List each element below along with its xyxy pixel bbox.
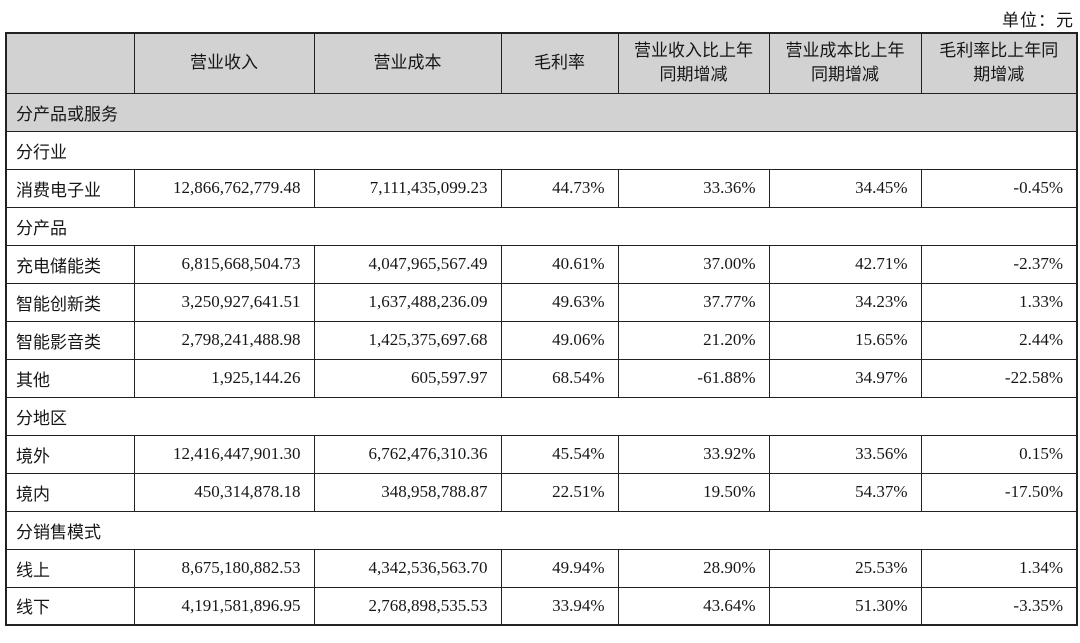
value-cell: 33.94% bbox=[500, 586, 619, 626]
unit-label: 单位：元 bbox=[1002, 11, 1074, 30]
value-cell: 49.63% bbox=[500, 282, 619, 322]
row-label: 消费电子业 bbox=[5, 168, 135, 208]
value-cell: 33.92% bbox=[617, 434, 770, 474]
group-header-row: 分产品或服务 bbox=[5, 92, 1078, 132]
header-cell-gross-margin: 毛利率 bbox=[500, 32, 619, 94]
row-label: 境外 bbox=[5, 434, 135, 474]
value-cell: 68.54% bbox=[500, 358, 619, 398]
value-cell: 2.44% bbox=[920, 320, 1078, 360]
value-cell: 450,314,878.18 bbox=[133, 472, 315, 512]
table-row: 充电储能类 6,815,668,504.73 4,047,965,567.49 40.… bbox=[5, 244, 1078, 284]
row-label: 境内 bbox=[5, 472, 135, 512]
value-cell: 34.45% bbox=[768, 168, 922, 208]
value-cell: 33.56% bbox=[768, 434, 922, 474]
value-cell: -22.58% bbox=[920, 358, 1078, 398]
table-header: 营业收入 营业成本 毛利率 营业收入比上年同期增减 营业成本比上年同期增减 毛利… bbox=[5, 32, 1078, 94]
value-cell: 1.34% bbox=[920, 548, 1078, 588]
value-cell: 54.37% bbox=[768, 472, 922, 512]
section-title: 分地区 bbox=[5, 396, 1078, 436]
row-label: 智能影音类 bbox=[5, 320, 135, 360]
value-cell: 1,925,144.26 bbox=[133, 358, 315, 398]
value-cell: -17.50% bbox=[920, 472, 1078, 512]
header-cell-revenue-yoy: 营业收入比上年同期增减 bbox=[617, 32, 770, 94]
value-cell: 21.20% bbox=[617, 320, 770, 360]
value-cell: 37.77% bbox=[617, 282, 770, 322]
value-cell: 1,425,375,697.68 bbox=[313, 320, 502, 360]
value-cell: 49.06% bbox=[500, 320, 619, 360]
row-label: 智能创新类 bbox=[5, 282, 135, 322]
value-cell: 40.61% bbox=[500, 244, 619, 284]
value-cell: 8,675,180,882.53 bbox=[133, 548, 315, 588]
value-cell: 49.94% bbox=[500, 548, 619, 588]
value-cell: 37.00% bbox=[617, 244, 770, 284]
value-cell: 34.97% bbox=[768, 358, 922, 398]
row-label: 充电储能类 bbox=[5, 244, 135, 284]
header-cell-cost-yoy: 营业成本比上年同期增减 bbox=[768, 32, 922, 94]
section-header-row: 分行业 bbox=[5, 130, 1078, 170]
table-row: 境内 450,314,878.18 348,958,788.87 22.51% 19.5… bbox=[5, 472, 1078, 512]
header-cell-blank bbox=[5, 32, 135, 94]
value-cell: 6,762,476,310.36 bbox=[313, 434, 502, 474]
table-row: 消费电子业 12,866,762,779.48 7,111,435,099.23 44… bbox=[5, 168, 1078, 208]
value-cell: 28.90% bbox=[617, 548, 770, 588]
value-cell: 4,342,536,563.70 bbox=[313, 548, 502, 588]
header-cell-revenue: 营业收入 bbox=[133, 32, 315, 94]
value-cell: 4,191,581,896.95 bbox=[133, 586, 315, 626]
value-cell: 348,958,788.87 bbox=[313, 472, 502, 512]
group-header-label: 分产品或服务 bbox=[5, 92, 1078, 132]
section-header-row: 分产品 bbox=[5, 206, 1078, 246]
value-cell: -3.35% bbox=[920, 586, 1078, 626]
header-cell-cost: 营业成本 bbox=[313, 32, 502, 94]
value-cell: -0.45% bbox=[920, 168, 1078, 208]
value-cell: 12,416,447,901.30 bbox=[133, 434, 315, 474]
value-cell: 12,866,762,779.48 bbox=[133, 168, 315, 208]
section-title: 分销售模式 bbox=[5, 510, 1078, 550]
table-row: 线上 8,675,180,882.53 4,342,536,563.70 49.94%… bbox=[5, 548, 1078, 588]
value-cell: 19.50% bbox=[617, 472, 770, 512]
value-cell: 1.33% bbox=[920, 282, 1078, 322]
value-cell: 7,111,435,099.23 bbox=[313, 168, 502, 208]
header-cell-gross-margin-yoy: 毛利率比上年同期增减 bbox=[920, 32, 1078, 94]
value-cell: 44.73% bbox=[500, 168, 619, 208]
value-cell: 25.53% bbox=[768, 548, 922, 588]
value-cell: 3,250,927,641.51 bbox=[133, 282, 315, 322]
value-cell: -61.88% bbox=[617, 358, 770, 398]
value-cell: 42.71% bbox=[768, 244, 922, 284]
header-row: 营业收入 营业成本 毛利率 营业收入比上年同期增减 营业成本比上年同期增减 毛利… bbox=[5, 32, 1078, 94]
financial-breakdown-table: 营业收入 营业成本 毛利率 营业收入比上年同期增减 营业成本比上年同期增减 毛利… bbox=[5, 32, 1078, 626]
section-header-row: 分销售模式 bbox=[5, 510, 1078, 550]
row-label: 其他 bbox=[5, 358, 135, 398]
table-row: 线下 4,191,581,896.95 2,768,898,535.53 33.94%… bbox=[5, 586, 1078, 626]
value-cell: 2,768,898,535.53 bbox=[313, 586, 502, 626]
row-label: 线上 bbox=[5, 548, 135, 588]
value-cell: 45.54% bbox=[500, 434, 619, 474]
value-cell: 43.64% bbox=[617, 586, 770, 626]
value-cell: 33.36% bbox=[617, 168, 770, 208]
section-title: 分产品 bbox=[5, 206, 1078, 246]
value-cell: 22.51% bbox=[500, 472, 619, 512]
value-cell: 15.65% bbox=[768, 320, 922, 360]
value-cell: -2.37% bbox=[920, 244, 1078, 284]
value-cell: 2,798,241,488.98 bbox=[133, 320, 315, 360]
section-header-row: 分地区 bbox=[5, 396, 1078, 436]
value-cell: 1,637,488,236.09 bbox=[313, 282, 502, 322]
value-cell: 6,815,668,504.73 bbox=[133, 244, 315, 284]
table-body: 分产品或服务 分行业 消费电子业 12,866,762,779.48 7,111,43… bbox=[5, 92, 1078, 626]
row-label: 线下 bbox=[5, 586, 135, 626]
section-title: 分行业 bbox=[5, 130, 1078, 170]
value-cell: 34.23% bbox=[768, 282, 922, 322]
value-cell: 51.30% bbox=[768, 586, 922, 626]
value-cell: 0.15% bbox=[920, 434, 1078, 474]
table-row: 智能创新类 3,250,927,641.51 1,637,488,236.09 49.… bbox=[5, 282, 1078, 322]
value-cell: 4,047,965,567.49 bbox=[313, 244, 502, 284]
table-row: 境外 12,416,447,901.30 6,762,476,310.36 45.54… bbox=[5, 434, 1078, 474]
table-row: 智能影音类 2,798,241,488.98 1,425,375,697.68 49.… bbox=[5, 320, 1078, 360]
value-cell: 605,597.97 bbox=[313, 358, 502, 398]
table-row: 其他 1,925,144.26 605,597.97 68.54% -61.88% 34.… bbox=[5, 358, 1078, 398]
